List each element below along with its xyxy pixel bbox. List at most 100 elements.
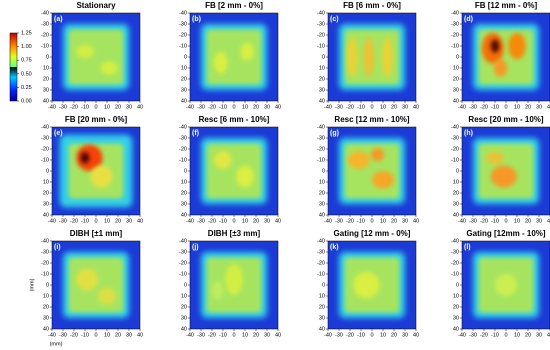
hot-spot: [214, 51, 228, 74]
hot-spot: [508, 32, 526, 60]
x-tick-label: -10: [81, 332, 89, 338]
y-tick-label: 40: [453, 326, 459, 332]
y-tick-label: -20: [41, 260, 49, 266]
y-tick-label: -20: [179, 146, 187, 152]
hot-spot: [90, 165, 113, 188]
x-tick-label: 20: [391, 218, 397, 224]
hot-spot: [346, 37, 358, 77]
panel-label: (h): [464, 130, 473, 137]
y-tick-label: 30: [43, 315, 49, 321]
x-tick-label: 0: [370, 218, 373, 224]
y-tick-label: 20: [453, 190, 459, 196]
x-tick-label: 20: [253, 332, 259, 338]
y-tick-label: -30: [41, 249, 49, 255]
x-tick-label: -10: [219, 218, 227, 224]
panel-title: DIBH [±1 mm]: [70, 229, 123, 238]
y-tick-label: -20: [317, 260, 325, 266]
y-tick-label: -40: [41, 10, 49, 16]
y-tick-label: -20: [451, 32, 459, 38]
y-tick-label: 30: [453, 87, 459, 93]
y-tick-label: 0: [46, 282, 49, 288]
y-tick-label: -40: [451, 238, 459, 244]
x-tick-label: 20: [525, 104, 531, 110]
y-tick-label: 0: [46, 54, 49, 60]
x-tick-label: 0: [94, 332, 97, 338]
x-tick-label: 0: [504, 218, 507, 224]
y-tick-label: 30: [43, 201, 49, 207]
y-tick-label: 10: [181, 293, 187, 299]
heatmap: [190, 127, 278, 215]
x-tick-label: -30: [197, 104, 205, 110]
y-tick-label: -40: [317, 124, 325, 130]
colorbar-tick-label: 1.25: [21, 30, 32, 36]
x-tick-label: 10: [514, 104, 520, 110]
x-tick-label: 30: [264, 332, 270, 338]
heatmap: [462, 127, 550, 215]
y-tick-label: 10: [319, 65, 325, 71]
y-tick-label: -10: [317, 43, 325, 49]
x-tick-label: -40: [48, 104, 56, 110]
x-tick-label: -40: [324, 104, 332, 110]
heatmap: [190, 241, 278, 329]
hot-spot: [381, 37, 393, 77]
y-tick-label: -40: [179, 238, 187, 244]
x-tick-label: -30: [469, 218, 477, 224]
y-tick-label: -40: [41, 124, 49, 130]
y-tick-label: 20: [181, 76, 187, 82]
x-axis-label: (mm): [50, 341, 63, 347]
y-tick-label: 30: [453, 201, 459, 207]
x-tick-label: 20: [253, 218, 259, 224]
y-tick-label: 30: [181, 87, 187, 93]
x-tick-label: 30: [126, 218, 132, 224]
hot-spot: [347, 151, 370, 169]
panel-title: Stationary: [76, 1, 116, 10]
colorbar-tick-label: 0.75: [21, 58, 32, 64]
x-tick-label: -30: [197, 218, 205, 224]
field: [206, 29, 262, 85]
y-tick-label: 40: [319, 326, 325, 332]
x-tick-label: -10: [357, 218, 365, 224]
x-tick-label: 20: [525, 218, 531, 224]
y-tick-label: 0: [322, 168, 325, 174]
heatmap: [52, 13, 140, 101]
y-tick-label: 0: [456, 54, 459, 60]
panel-title: FB [20 mm - 0%]: [65, 115, 128, 124]
x-tick-label: 40: [413, 104, 419, 110]
colorbar-tick-label: 0.50: [21, 71, 32, 77]
x-tick-label: 40: [275, 332, 281, 338]
x-tick-label: 30: [126, 104, 132, 110]
y-tick-label: -30: [317, 249, 325, 255]
y-axis-label: (mm): [29, 278, 35, 291]
y-tick-label: 10: [181, 65, 187, 71]
x-tick-label: 40: [547, 104, 550, 110]
x-tick-label: 0: [232, 218, 235, 224]
y-tick-label: 20: [453, 76, 459, 82]
y-tick-label: 0: [322, 282, 325, 288]
panel-title: Resc [6 mm - 10%]: [199, 115, 270, 124]
x-tick-label: 0: [370, 332, 373, 338]
x-tick-label: -40: [458, 104, 466, 110]
y-tick-label: -10: [41, 157, 49, 163]
x-tick-label: -20: [70, 104, 78, 110]
y-tick-label: 20: [43, 190, 49, 196]
x-tick-label: -10: [491, 332, 499, 338]
x-tick-label: -20: [480, 332, 488, 338]
field: [206, 143, 262, 199]
heatmap: [190, 13, 278, 101]
x-tick-label: 30: [402, 332, 408, 338]
x-tick-label: -30: [59, 104, 67, 110]
x-tick-label: -40: [324, 218, 332, 224]
y-tick-label: 10: [453, 65, 459, 71]
y-tick-label: -40: [317, 10, 325, 16]
x-tick-label: 20: [115, 332, 121, 338]
y-tick-label: -10: [41, 271, 49, 277]
y-tick-label: 30: [181, 201, 187, 207]
y-tick-label: -40: [317, 238, 325, 244]
y-tick-label: -20: [41, 146, 49, 152]
y-tick-label: 0: [322, 54, 325, 60]
y-tick-label: 10: [43, 179, 49, 185]
y-tick-label: -10: [451, 43, 459, 49]
x-tick-label: 40: [413, 332, 419, 338]
x-tick-label: 10: [104, 332, 110, 338]
y-tick-label: 10: [181, 179, 187, 185]
